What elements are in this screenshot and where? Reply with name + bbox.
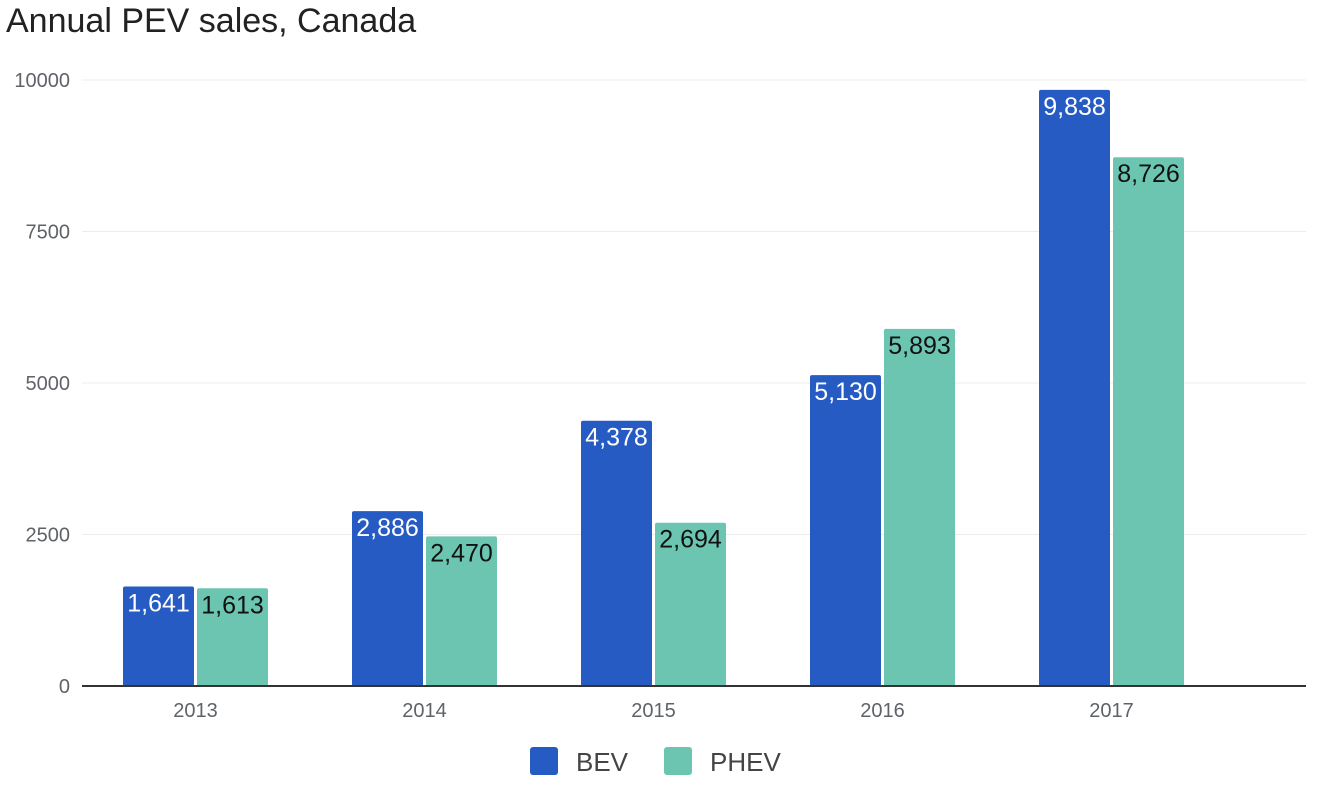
bar-bev-2016[interactable] xyxy=(810,375,881,686)
bar-bev-2014[interactable] xyxy=(352,511,423,686)
data-label-phev-2014: 2,470 xyxy=(430,539,493,567)
bar-bev-2015[interactable] xyxy=(581,420,652,686)
legend-swatch-phev[interactable] xyxy=(664,747,692,775)
x-tick-label: 2014 xyxy=(402,700,447,722)
y-tick-label: 5000 xyxy=(26,373,71,395)
data-label-phev-2017: 8,726 xyxy=(1117,160,1180,188)
legend-label-bev[interactable]: BEV xyxy=(576,747,629,777)
x-tick-label: 2016 xyxy=(860,700,905,722)
y-tick-label: 10000 xyxy=(14,70,70,92)
bar-phev-2014[interactable] xyxy=(426,536,497,686)
x-tick-label: 2013 xyxy=(173,700,218,722)
y-tick-label: 2500 xyxy=(26,525,71,547)
x-tick-label: 2017 xyxy=(1089,700,1134,722)
data-label-phev-2016: 5,893 xyxy=(888,332,951,360)
bar-phev-2015[interactable] xyxy=(655,522,726,686)
chart-title: Annual PEV sales, Canada xyxy=(6,2,417,40)
bar-phev-2017[interactable] xyxy=(1113,157,1184,686)
data-label-phev-2013: 1,613 xyxy=(201,591,264,619)
data-label-bev-2017: 9,838 xyxy=(1043,93,1106,121)
data-label-phev-2015: 2,694 xyxy=(659,526,722,554)
y-tick-label: 7500 xyxy=(26,222,71,244)
bar-bev-2017[interactable] xyxy=(1039,89,1110,686)
legend-label-phev[interactable]: PHEV xyxy=(710,747,781,777)
data-label-bev-2016: 5,130 xyxy=(814,378,877,406)
bar-phev-2016[interactable] xyxy=(884,328,955,686)
data-label-bev-2015: 4,378 xyxy=(585,424,648,452)
bar-phev-2013[interactable] xyxy=(197,588,268,686)
data-label-bev-2013: 1,641 xyxy=(127,590,190,618)
legend-swatch-bev[interactable] xyxy=(530,747,558,775)
y-tick-label: 0 xyxy=(59,676,70,698)
bar-bev-2013[interactable] xyxy=(123,586,194,686)
data-label-bev-2014: 2,886 xyxy=(356,514,419,542)
x-tick-label: 2015 xyxy=(631,700,676,722)
